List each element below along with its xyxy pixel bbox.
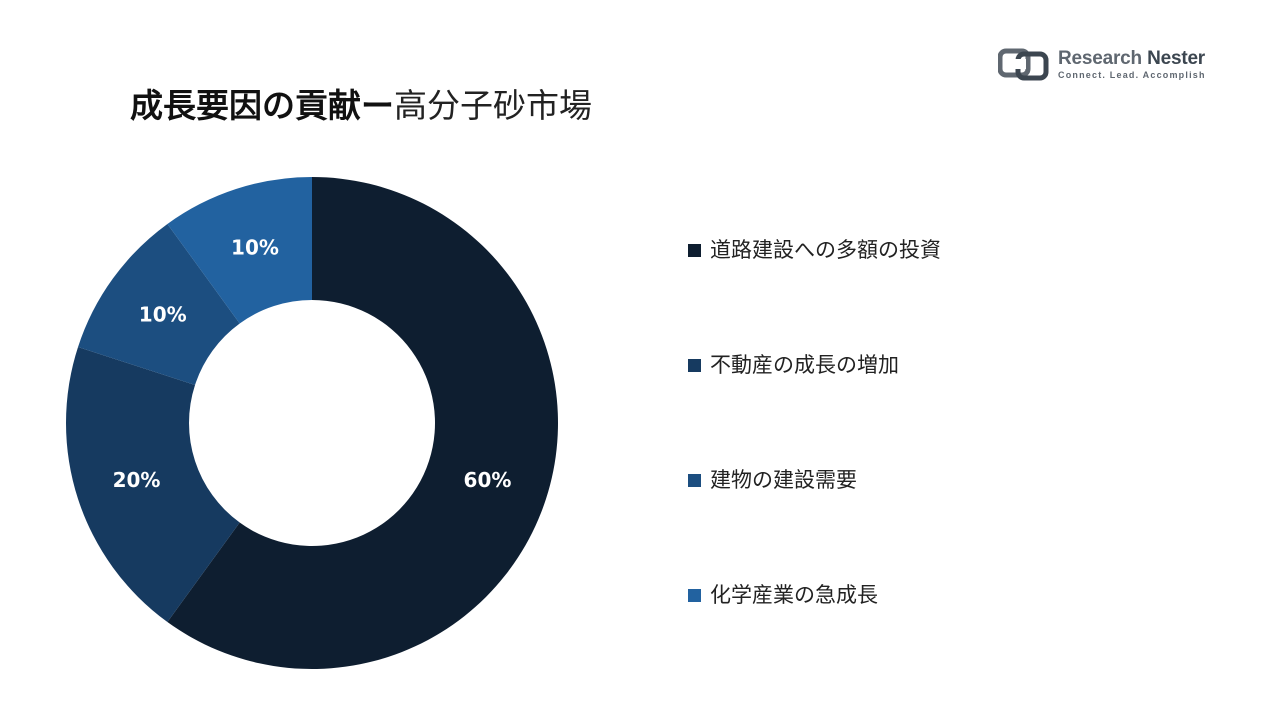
- slice-label-2: 20%: [113, 468, 161, 492]
- legend-label-1: 道路建設への多額の投資: [710, 238, 941, 262]
- logo-name-part1: Research: [1058, 47, 1142, 69]
- logo-mark-icon: [998, 48, 1049, 81]
- legend-swatch-3: [688, 474, 701, 487]
- logo-name-part2: Nester: [1147, 47, 1206, 69]
- title-bold-part: 成長要因の貢献ー: [130, 86, 394, 125]
- legend-item-4: 化学産業の急成長: [688, 585, 878, 606]
- legend-swatch-2: [688, 359, 701, 372]
- legend-item-1: 道路建設への多額の投資: [688, 240, 941, 261]
- slice-label-1: 60%: [464, 468, 512, 492]
- donut-slice-4: [167, 177, 312, 324]
- legend-label-3: 建物の建設需要: [710, 468, 857, 492]
- legend-label-2: 不動産の成長の増加: [710, 353, 899, 377]
- page-title: 成長要因の貢献ー高分子砂市場: [130, 86, 592, 126]
- research-nester-logo: Research Nester Connect. Lead. Accomplis…: [998, 44, 1206, 84]
- donut-chart: 60% 20% 10% 10%: [65, 177, 559, 669]
- logo-tagline: Connect. Lead. Accomplish: [1058, 69, 1206, 80]
- slice-label-4: 10%: [231, 236, 279, 260]
- legend-swatch-1: [688, 244, 701, 257]
- legend-item-2: 不動産の成長の増加: [688, 355, 899, 376]
- title-light-part: 高分子砂市場: [394, 86, 592, 125]
- slice-label-3: 10%: [139, 303, 187, 327]
- donut-slice-2: [65, 346, 240, 623]
- donut-slice-3: [78, 223, 240, 385]
- legend-item-3: 建物の建設需要: [688, 470, 857, 491]
- legend-swatch-4: [688, 589, 701, 602]
- logo-name: Research Nester: [1058, 49, 1206, 68]
- legend-label-4: 化学産業の急成長: [710, 583, 878, 607]
- donut-slice-1: [167, 177, 559, 669]
